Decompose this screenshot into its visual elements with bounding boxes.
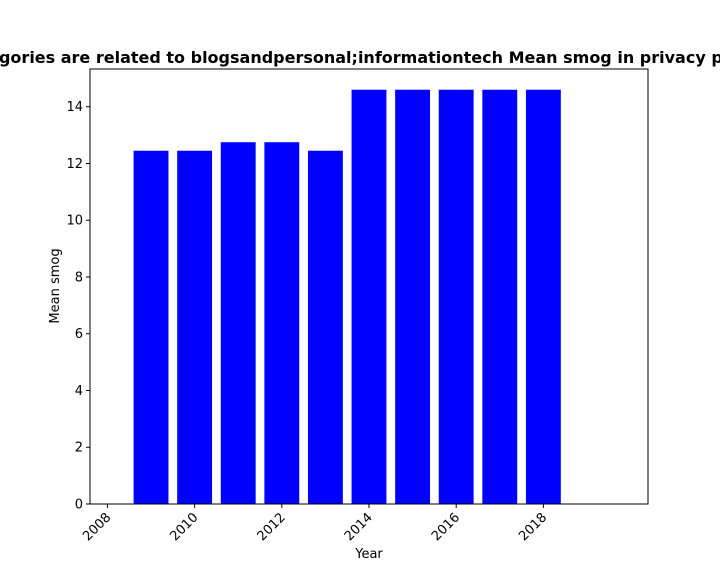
y-tick-label: 10: [66, 214, 83, 229]
x-tick-label: 2018: [516, 510, 550, 544]
bar-2009: [133, 150, 169, 504]
x-axis-ticks: 2008 2010 2012 2014 2016 2018: [80, 504, 550, 544]
bar-2014: [351, 89, 387, 504]
chart-title: Categories are related to blogsandperson…: [0, 48, 720, 67]
y-tick-label: 0: [75, 498, 83, 513]
bars-group: [133, 89, 561, 504]
y-tick-label: 6: [75, 327, 83, 342]
y-axis-ticks: 0 2 4 6 8 10 12 14: [66, 100, 90, 513]
bar-2016: [438, 89, 474, 504]
y-tick-label: 8: [75, 270, 83, 285]
bar-2018: [525, 89, 561, 504]
bar-2015: [395, 89, 431, 504]
bar-2013: [307, 150, 343, 504]
x-tick-label: 2016: [429, 510, 463, 544]
x-tick-label: 2010: [167, 510, 201, 544]
x-tick-label: 2012: [255, 510, 289, 544]
x-tick-label: 2014: [342, 510, 376, 544]
x-tick-label: 2008: [80, 510, 114, 544]
bar-2010: [177, 150, 213, 504]
x-axis-label: Year: [354, 547, 383, 562]
bar-2017: [482, 89, 518, 504]
y-tick-label: 14: [66, 100, 83, 115]
bar-2011: [220, 142, 256, 504]
y-axis-label: Mean smog: [48, 248, 63, 323]
y-tick-label: 12: [66, 157, 83, 172]
bar-2012: [264, 142, 300, 504]
y-tick-label: 2: [75, 441, 83, 456]
y-tick-label: 4: [75, 384, 83, 399]
